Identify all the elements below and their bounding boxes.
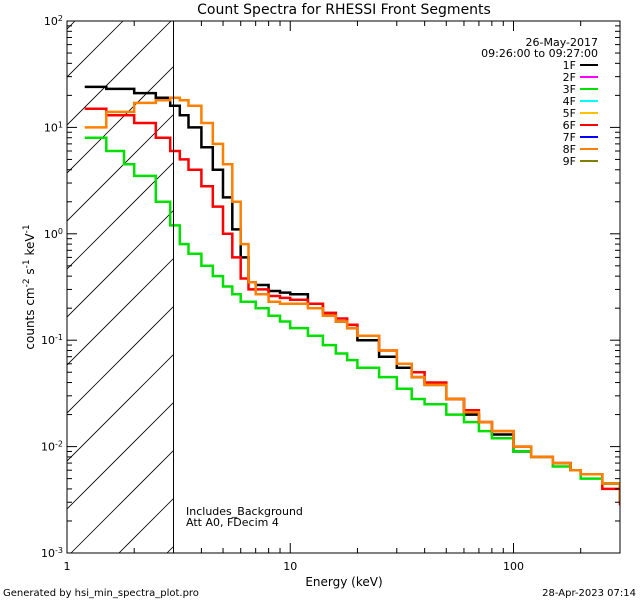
series-8F: [84, 96, 620, 503]
y-axis-label: counts cm-2 s-1 keV-1: [22, 224, 37, 349]
legend-label: 4F: [563, 95, 576, 108]
legend-label: 2F: [563, 71, 576, 84]
legend-label: 3F: [563, 83, 576, 96]
legend-label: 5F: [563, 107, 576, 120]
annotation-background: Includes_Background: [186, 505, 303, 518]
y-tick-label: 101: [44, 120, 63, 135]
y-tick-label: 10-1: [41, 333, 63, 348]
footer-timestamp: 28-Apr-2023 07:14: [542, 588, 636, 599]
legend-label: 9F: [563, 155, 576, 168]
x-tick-label: 1: [64, 560, 71, 573]
legend-label: 7F: [563, 131, 576, 144]
legend-label: 8F: [563, 143, 576, 156]
footer-generated-by: Generated by hsi_min_spectra_plot.pro: [3, 588, 199, 599]
plot-frame: [66, 20, 621, 554]
y-tick-label: 10-2: [41, 439, 63, 454]
legend-label: 1F: [563, 59, 576, 72]
y-tick-label: 102: [44, 14, 63, 29]
x-axis-label: Energy (keV): [305, 575, 382, 589]
legend-label: 6F: [563, 119, 576, 132]
y-tick-label: 100: [44, 226, 63, 241]
chart-title: Count Spectra for RHESSI Front Segments: [197, 2, 491, 18]
time-range-label: 09:26:00 to 09:27:00: [481, 47, 598, 60]
series-3F: [84, 136, 620, 503]
annotation-attenuator: Att A0, FDecim 4: [186, 516, 279, 529]
y-tick-label: 10-3: [41, 546, 63, 561]
x-tick-label: 10: [283, 560, 297, 573]
date-label: 26-May-2017: [526, 36, 598, 49]
shaded-region: [67, 21, 620, 553]
x-tick-label: 100: [503, 560, 524, 573]
